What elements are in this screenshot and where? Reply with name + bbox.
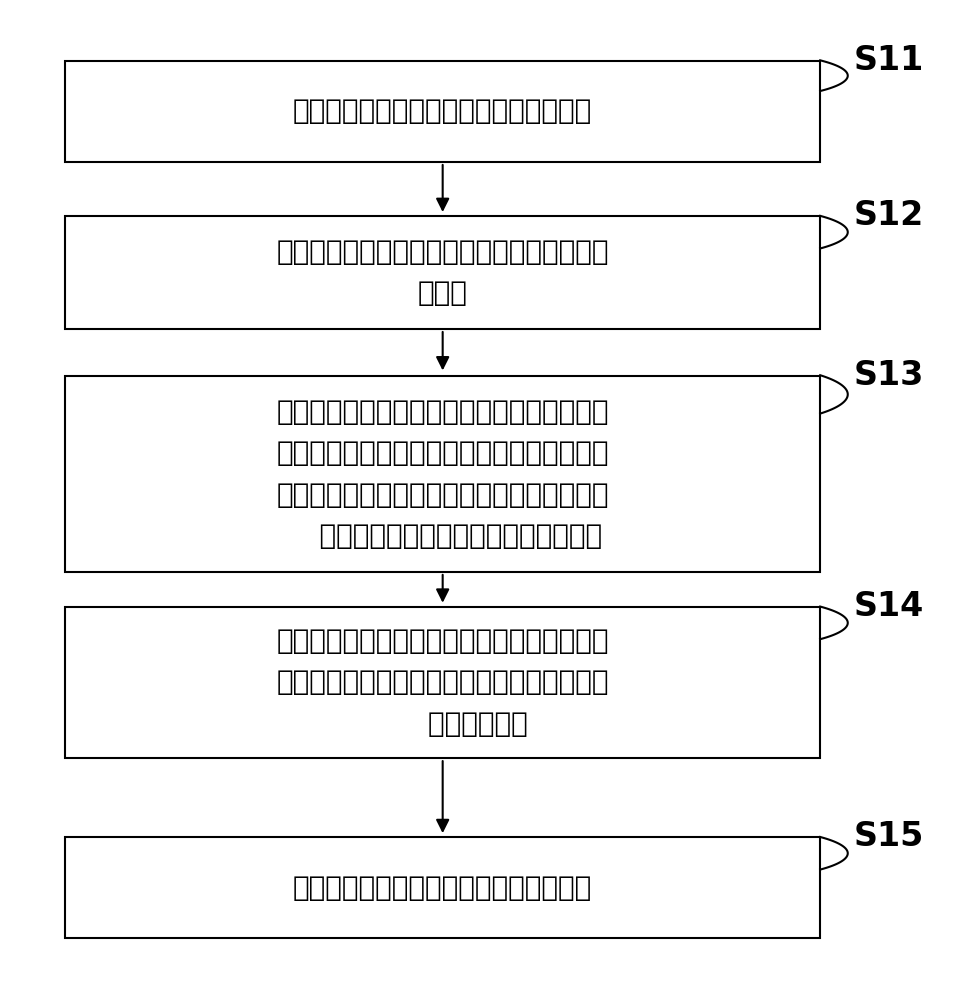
FancyBboxPatch shape <box>65 607 820 758</box>
Text: 采用故障诊断算法对第二阶次谱进行分析: 采用故障诊断算法对第二阶次谱进行分析 <box>293 874 593 902</box>
Text: 根据电流信号，确定风力发电机组的发电机的
角位移: 根据电流信号，确定风力发电机组的发电机的 角位移 <box>276 238 609 307</box>
Text: 获取风力发电机组的电流信号和振动数据: 获取风力发电机组的电流信号和振动数据 <box>293 97 593 125</box>
Text: 对第一阶次谱进行插值处理，使得每一单位角
位移对应的振动数据的数量满足预设条件，获
        得第二阶次谱: 对第一阶次谱进行插值处理，使得每一单位角 位移对应的振动数据的数量满足预设条件，… <box>276 627 609 738</box>
Text: S11: S11 <box>854 44 924 77</box>
FancyBboxPatch shape <box>65 61 820 162</box>
Text: S15: S15 <box>854 820 924 853</box>
Text: 根据角位移和振动数据，确定风力发电机组的
第一阶次谱，第一阶次谱的第一坐标轴用于表
征角位移，第一阶次谱的第二坐标轴用于表征
    振动数据，角位移包括多个单: 根据角位移和振动数据，确定风力发电机组的 第一阶次谱，第一阶次谱的第一坐标轴用于… <box>276 398 609 550</box>
FancyBboxPatch shape <box>65 216 820 329</box>
Text: S12: S12 <box>854 199 924 232</box>
FancyBboxPatch shape <box>65 376 820 572</box>
Text: S13: S13 <box>854 359 924 392</box>
Text: S14: S14 <box>854 590 924 623</box>
FancyBboxPatch shape <box>65 837 820 938</box>
